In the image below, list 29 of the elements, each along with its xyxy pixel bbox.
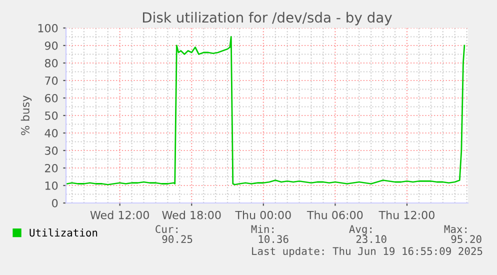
text: Last update: Thu Jun 19 16:55:09 2025 — [252, 246, 482, 258]
legend-label: Utilization — [30, 228, 98, 237]
y-tick-label: 60 — [45, 94, 58, 102]
y-tick-label: 40 — [44, 128, 58, 138]
text: 90.25 — [162, 235, 192, 244]
y-tick-label: 30 — [45, 146, 58, 155]
y-axis-title: % busy — [20, 96, 32, 136]
y-tick-label: 20 — [45, 164, 58, 172]
y-tick-label: 0 — [52, 198, 58, 208]
x-tick-label: Wed 12:00 — [90, 210, 149, 220]
y-tick-label: 70 — [45, 76, 58, 85]
line-series — [66, 36, 466, 186]
x-tick-label: Thu 06:00 — [306, 210, 363, 220]
text: 10.36 — [258, 235, 288, 244]
y-tick-label: 100 — [38, 24, 58, 32]
x-tick-label: Thu 12:00 — [378, 210, 434, 220]
text: Avg: — [349, 225, 372, 236]
x-tick-label: Thu 00:00 — [235, 210, 291, 220]
text: Max: — [444, 225, 466, 234]
x-tick-label: Wed 18:00 — [162, 210, 221, 220]
chart-title: Disk utilization for /dev/sda - by day — [142, 12, 392, 26]
text: Cur: — [156, 225, 178, 234]
text: Min: — [251, 224, 274, 233]
text: 95.20 — [451, 235, 482, 244]
y-tick-label: 90 — [44, 41, 58, 50]
text: 23.10 — [356, 235, 386, 244]
y-tick-label: 50 — [45, 111, 58, 120]
y-tick-label: 10 — [45, 181, 58, 190]
y-tick-label: 80 — [44, 58, 58, 68]
